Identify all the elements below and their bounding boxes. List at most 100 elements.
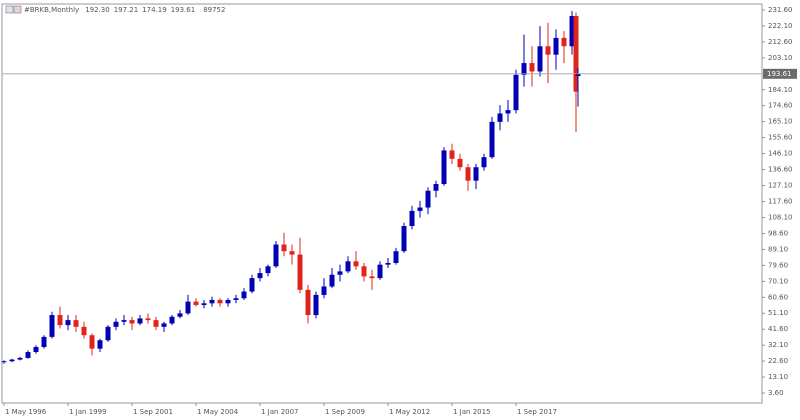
- candle-body: [265, 266, 271, 274]
- y-tick-label: 222.10: [768, 22, 793, 30]
- candle-body: [129, 320, 135, 324]
- candle-body: [217, 299, 223, 304]
- header-value: 192.30: [85, 6, 110, 14]
- y-tick-label: 212.60: [768, 38, 793, 46]
- x-tick-label: 1 Jan 2015: [453, 408, 491, 416]
- candle-body: [73, 320, 79, 327]
- candle-body: [65, 320, 71, 326]
- candle-body: [233, 298, 239, 300]
- plot-frame: [1, 3, 763, 404]
- header-value: 197.21: [114, 6, 139, 14]
- candle-body: [425, 190, 431, 208]
- candle-body: [193, 301, 199, 305]
- candle-body: [393, 251, 399, 263]
- candle-body: [185, 301, 191, 314]
- candle-body: [553, 37, 559, 55]
- candle-body: [345, 261, 351, 272]
- candle-body: [353, 261, 359, 267]
- header-value: 193.61: [171, 6, 196, 14]
- x-tick-label: 1 Sep 2001: [133, 408, 173, 416]
- x-tick-label: 1 May 2012: [389, 408, 430, 416]
- y-tick-label: 203.10: [768, 54, 793, 62]
- candle-body: [569, 16, 575, 47]
- candle-body: [201, 303, 207, 305]
- candle-body: [33, 346, 39, 353]
- candle-body: [441, 150, 447, 185]
- candle-body: [385, 262, 391, 265]
- candle-body: [41, 336, 47, 347]
- y-tick-label: 165.10: [768, 118, 793, 126]
- candle-body: [465, 167, 471, 181]
- candle-body: [161, 323, 167, 327]
- candle-body: [545, 46, 551, 55]
- candle-body: [225, 299, 231, 304]
- x-tick-label: 1 Jan 2007: [261, 408, 299, 416]
- candle-body: [433, 184, 439, 191]
- candle-body: [209, 299, 215, 304]
- candle-body: [257, 273, 263, 279]
- y-tick-label: 79.60: [768, 261, 788, 269]
- y-tick-label: 51.10: [768, 309, 788, 317]
- candle-body: [573, 16, 579, 92]
- candle-body: [241, 291, 247, 299]
- candle-body: [521, 63, 527, 75]
- candle-body: [409, 210, 415, 227]
- candle-body: [57, 315, 63, 326]
- y-tick-label: 155.60: [768, 134, 793, 142]
- x-tick-label: 1 Sep 2017: [517, 408, 557, 416]
- candle-body: [297, 254, 303, 290]
- candle-body: [329, 274, 335, 287]
- candle-body: [97, 340, 103, 349]
- header-value: 174.19: [142, 6, 167, 14]
- icon: [5, 5, 14, 14]
- candle-body: [401, 226, 407, 252]
- candle-body: [249, 278, 255, 292]
- candle-body: [25, 352, 31, 358]
- header-values: 192.30 197.21 174.19 193.61 89752: [85, 6, 225, 14]
- candle-body: [449, 150, 455, 159]
- candle-body: [81, 326, 87, 336]
- candle-body: [145, 318, 151, 321]
- candle-body: [273, 244, 279, 267]
- y-tick-label: 127.10: [768, 182, 793, 190]
- candle-body: [529, 63, 535, 72]
- candle-body: [169, 316, 175, 324]
- y-tick-label: 108.10: [768, 213, 793, 221]
- candle-body: [321, 286, 327, 295]
- candle-body: [1, 361, 7, 363]
- x-tick-label: 1 May 1996: [5, 408, 47, 416]
- candle-body: [113, 321, 119, 327]
- y-tick-label: 32.10: [768, 341, 788, 349]
- candle-body: [153, 320, 159, 327]
- x-tick-label: 1 May 2004: [197, 408, 239, 416]
- candle-body: [49, 315, 55, 337]
- y-tick-label: 41.60: [768, 325, 788, 333]
- candle-body: [537, 46, 543, 72]
- y-tick-label: 174.60: [768, 102, 793, 110]
- y-tick-label: 22.60: [768, 357, 788, 365]
- current-price-box: [763, 68, 797, 79]
- candle-body: [313, 294, 319, 316]
- symbol-icons: [5, 5, 22, 14]
- y-tick-label: 70.10: [768, 277, 788, 285]
- candle-body: [337, 271, 343, 275]
- candles: [1, 11, 581, 364]
- candle-body: [513, 74, 519, 111]
- candle-body: [481, 157, 487, 168]
- y-tick-label: 60.60: [768, 293, 788, 301]
- candle-body: [561, 37, 567, 47]
- y-tick-label: 13.10: [768, 373, 788, 381]
- candle-body: [137, 318, 143, 324]
- candle-body: [105, 326, 111, 341]
- candle-body: [473, 167, 479, 181]
- candle-body: [489, 121, 495, 158]
- candle-body: [121, 320, 127, 322]
- candle-body: [417, 207, 423, 211]
- y-tick-label: 89.10: [768, 245, 788, 253]
- header-value: 89752: [203, 6, 225, 14]
- candle-body: [369, 276, 375, 279]
- candle-body: [9, 359, 15, 362]
- candle-body: [497, 113, 503, 122]
- y-tick-label: 231.60: [768, 6, 793, 14]
